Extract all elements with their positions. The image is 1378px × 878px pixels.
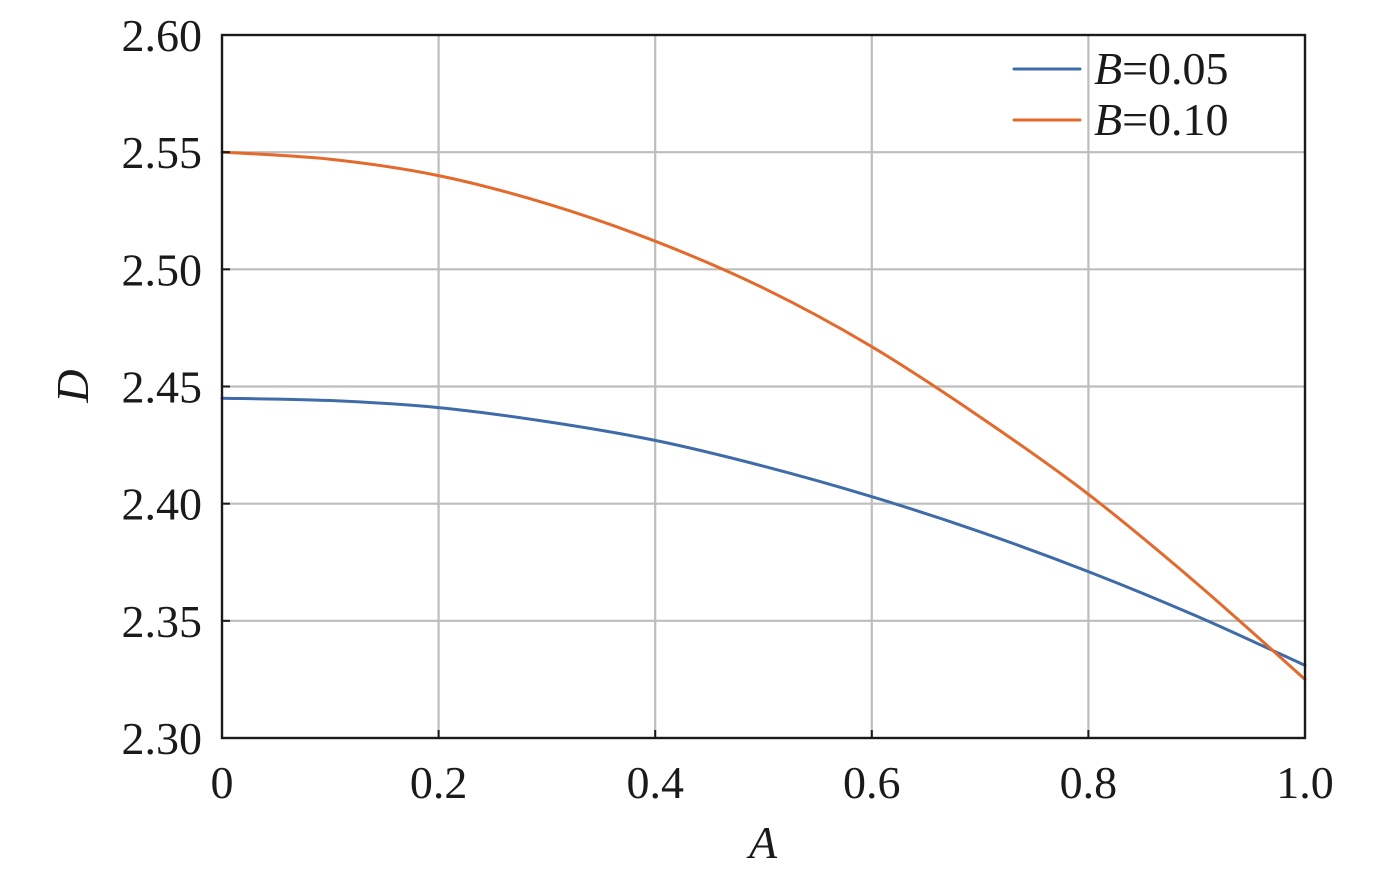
legend-label-b010-value: =0.10 (1122, 94, 1228, 145)
legend-label-b005: B=0.05 (1094, 43, 1229, 94)
y-tick-label: 2.55 (122, 127, 203, 178)
x-axis-label: A (746, 817, 778, 868)
y-tick-labels: 2.30 2.35 2.40 2.45 2.50 2.55 2.60 (122, 10, 203, 764)
y-tick-label: 2.50 (122, 244, 203, 295)
series-line-b005 (220, 396, 1307, 667)
y-tick-label: 2.60 (122, 10, 203, 61)
x-tick-label: 0 (211, 757, 234, 808)
series-lines (220, 150, 1307, 681)
y-axis-label: D (47, 369, 98, 403)
legend-label-b005-value: =0.05 (1122, 43, 1228, 94)
legend-label-b010: B=0.10 (1094, 94, 1229, 145)
y-tick-label: 2.45 (122, 362, 203, 413)
x-tick-label: 0.4 (626, 757, 684, 808)
legend-label-b005-var: B (1094, 43, 1122, 94)
y-tick-label: 2.40 (122, 479, 203, 530)
x-tick-label: 1.0 (1276, 757, 1334, 808)
x-tick-label: 0.2 (410, 757, 468, 808)
x-tick-label: 0.8 (1060, 757, 1118, 808)
tick-marks (221, 34, 1306, 739)
y-tick-label: 2.30 (122, 713, 203, 764)
legend-label-b010-var: B (1094, 94, 1122, 145)
legend: B=0.05 B=0.10 (1012, 43, 1229, 145)
series-line-b010 (220, 150, 1307, 681)
x-tick-labels: 0 0.2 0.4 0.6 0.8 1.0 (211, 757, 1334, 808)
grid (222, 35, 1305, 738)
y-tick-label: 2.35 (122, 596, 203, 647)
x-tick-label: 0.6 (843, 757, 901, 808)
